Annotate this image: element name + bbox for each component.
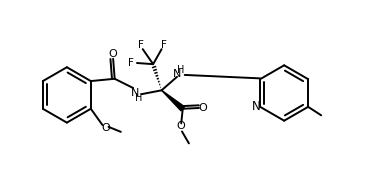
Text: O: O [101,123,110,133]
Text: H: H [135,93,142,103]
Text: F: F [161,40,167,50]
Text: O: O [199,103,208,113]
Text: O: O [176,121,185,132]
Text: N: N [252,100,261,113]
Polygon shape [162,90,185,111]
Text: N: N [131,88,139,98]
Text: F: F [138,40,143,50]
Text: O: O [109,49,118,59]
Text: F: F [128,58,134,68]
Text: N: N [173,69,182,79]
Text: H: H [177,65,184,75]
